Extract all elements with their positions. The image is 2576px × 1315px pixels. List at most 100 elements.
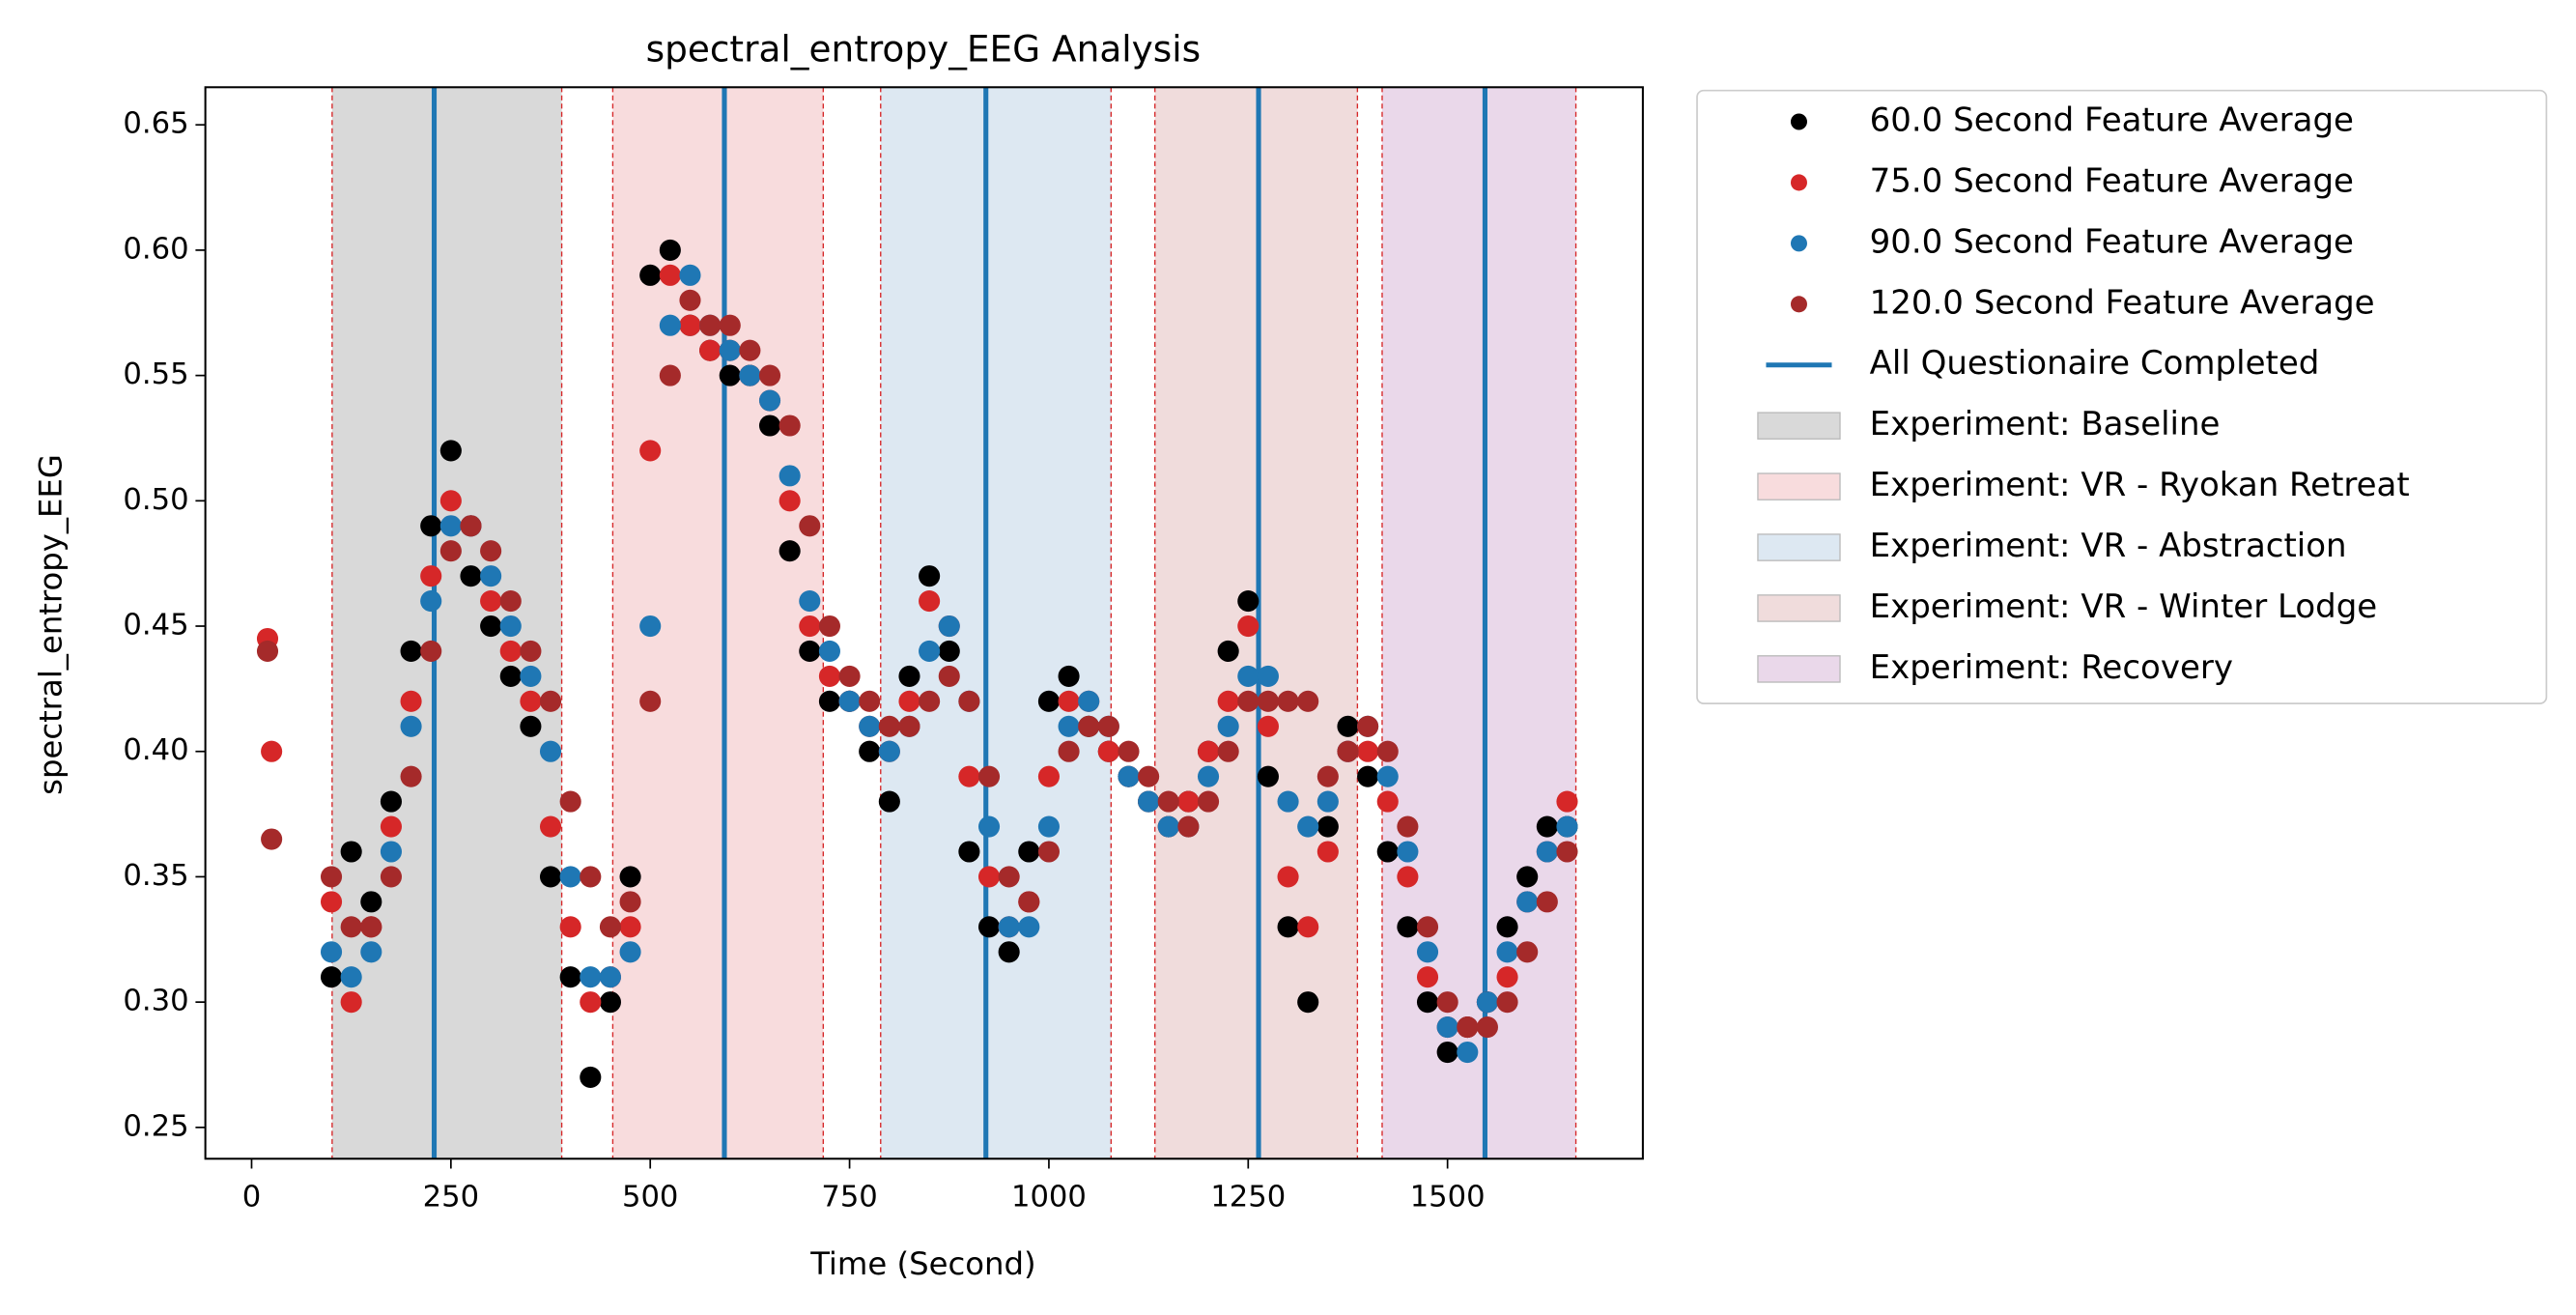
data-point bbox=[619, 866, 641, 888]
data-point bbox=[400, 765, 422, 787]
data-point bbox=[859, 715, 881, 737]
data-point bbox=[400, 715, 422, 737]
data-point bbox=[1496, 941, 1518, 963]
x-tick-label: 1000 bbox=[1011, 1181, 1087, 1215]
data-point bbox=[1078, 690, 1100, 712]
data-point bbox=[1376, 765, 1399, 787]
data-point bbox=[460, 565, 482, 587]
data-point bbox=[958, 841, 980, 863]
data-point bbox=[1397, 866, 1419, 888]
data-point bbox=[739, 364, 761, 386]
data-point bbox=[998, 866, 1020, 888]
data-point bbox=[580, 866, 602, 888]
data-point bbox=[480, 565, 502, 587]
data-point bbox=[799, 640, 821, 663]
data-point bbox=[1097, 740, 1119, 762]
data-point bbox=[1177, 815, 1200, 838]
data-point bbox=[1138, 765, 1160, 787]
x-axis-label: Time (Second) bbox=[809, 1245, 1035, 1282]
legend-marker bbox=[1757, 655, 1841, 683]
data-point bbox=[1457, 1041, 1479, 1064]
data-point bbox=[838, 690, 861, 712]
data-point bbox=[1197, 790, 1220, 813]
data-point bbox=[1197, 765, 1220, 787]
data-point bbox=[1297, 916, 1319, 938]
data-point bbox=[699, 339, 722, 361]
data-point bbox=[520, 640, 542, 663]
data-point bbox=[360, 916, 382, 938]
legend-marker bbox=[1757, 472, 1841, 500]
data-point bbox=[977, 765, 1001, 787]
data-point bbox=[1058, 690, 1080, 712]
data-point bbox=[1436, 1041, 1458, 1064]
data-point bbox=[1237, 690, 1260, 712]
data-point bbox=[719, 314, 741, 336]
legend-label: Experiment: VR - Winter Lodge bbox=[1870, 587, 2378, 626]
data-point bbox=[539, 690, 562, 712]
data-point bbox=[340, 841, 362, 863]
data-point bbox=[859, 690, 881, 712]
series bbox=[256, 289, 1578, 1039]
data-point bbox=[1297, 815, 1319, 838]
data-point bbox=[320, 941, 343, 963]
data-point bbox=[659, 314, 681, 336]
legend-marker bbox=[1790, 113, 1807, 130]
data-point bbox=[1416, 916, 1439, 938]
data-point bbox=[758, 364, 781, 386]
data-point bbox=[1277, 866, 1299, 888]
data-point bbox=[480, 615, 502, 638]
data-point bbox=[499, 665, 522, 687]
y-tick-label: 0.40 bbox=[123, 733, 188, 767]
data-point bbox=[1496, 991, 1518, 1014]
data-point bbox=[340, 916, 362, 938]
data-point bbox=[1316, 765, 1339, 787]
data-point bbox=[261, 828, 283, 850]
data-point bbox=[1257, 715, 1279, 737]
data-point bbox=[1217, 715, 1239, 737]
x-tick-label: 750 bbox=[821, 1181, 877, 1215]
data-point bbox=[1237, 590, 1260, 613]
y-tick-label: 0.25 bbox=[123, 1109, 188, 1143]
data-point bbox=[898, 690, 920, 712]
data-point bbox=[1376, 841, 1399, 863]
data-point bbox=[719, 364, 741, 386]
data-point bbox=[679, 289, 701, 311]
data-point bbox=[380, 866, 402, 888]
data-point bbox=[699, 314, 722, 336]
data-point bbox=[758, 389, 781, 412]
data-point bbox=[958, 765, 980, 787]
data-point bbox=[1217, 690, 1239, 712]
data-point bbox=[679, 264, 701, 286]
data-point bbox=[1357, 715, 1379, 737]
data-point bbox=[1397, 841, 1419, 863]
data-point bbox=[1416, 941, 1439, 963]
data-point bbox=[1197, 740, 1220, 762]
data-point bbox=[420, 565, 442, 587]
data-point bbox=[559, 916, 581, 938]
data-point bbox=[1018, 916, 1040, 938]
data-point bbox=[778, 540, 801, 562]
data-point bbox=[499, 590, 522, 613]
data-point bbox=[1018, 841, 1040, 863]
data-point bbox=[1516, 891, 1539, 913]
span bbox=[331, 87, 562, 1159]
data-point bbox=[1556, 790, 1578, 813]
data-point bbox=[1556, 815, 1578, 838]
data-point bbox=[499, 640, 522, 663]
data-point bbox=[340, 991, 362, 1014]
data-point bbox=[480, 540, 502, 562]
span bbox=[1381, 87, 1576, 1159]
data-point bbox=[599, 916, 621, 938]
data-point bbox=[261, 740, 283, 762]
axes-frame bbox=[204, 86, 1644, 1160]
data-point bbox=[1177, 790, 1200, 813]
data-point bbox=[599, 966, 621, 988]
data-point bbox=[878, 740, 900, 762]
y-tick-label: 0.65 bbox=[123, 107, 188, 141]
legend-label: Experiment: Baseline bbox=[1870, 405, 2221, 443]
data-point bbox=[1237, 615, 1260, 638]
data-point bbox=[818, 640, 840, 663]
data-point bbox=[520, 690, 542, 712]
